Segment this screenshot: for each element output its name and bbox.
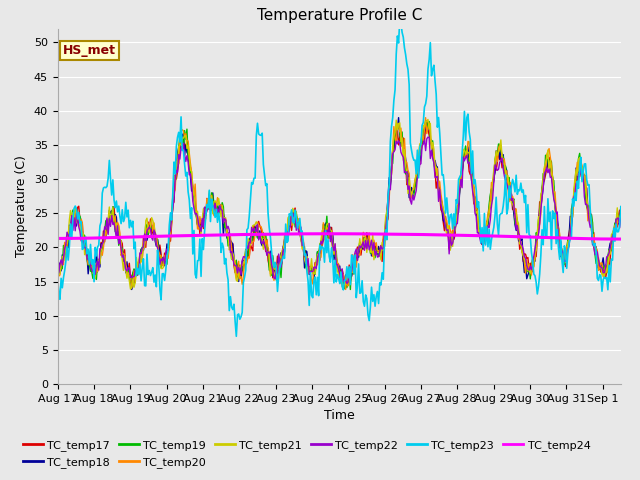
TC_temp24 bbox=[397, 231, 404, 237]
TC_temp19 bbox=[346, 287, 354, 292]
Legend: TC_temp17, TC_temp18, TC_temp19, TC_temp20, TC_temp21, TC_temp22, TC_temp23, TC_: TC_temp17, TC_temp18, TC_temp19, TC_temp… bbox=[18, 436, 595, 472]
TC_temp18 bbox=[230, 255, 238, 261]
TC_temp20 bbox=[470, 181, 477, 187]
TC_temp18 bbox=[292, 215, 300, 220]
TC_temp19 bbox=[617, 214, 625, 219]
TC_temp21 bbox=[568, 212, 575, 217]
TC_temp18 bbox=[398, 135, 406, 141]
TC_temp18 bbox=[54, 260, 61, 265]
TC_temp20 bbox=[54, 273, 61, 278]
TC_temp19 bbox=[291, 224, 299, 230]
TC_temp20 bbox=[397, 125, 404, 131]
Line: TC_temp19: TC_temp19 bbox=[58, 121, 621, 289]
TC_temp18 bbox=[568, 224, 575, 229]
TC_temp24 bbox=[229, 232, 237, 238]
TC_temp22 bbox=[568, 219, 575, 225]
TC_temp18 bbox=[128, 287, 136, 292]
Line: TC_temp24: TC_temp24 bbox=[58, 234, 621, 239]
Y-axis label: Temperature (C): Temperature (C) bbox=[15, 156, 28, 257]
TC_temp19 bbox=[370, 245, 378, 251]
TC_temp23 bbox=[232, 334, 240, 339]
Title: Temperature Profile C: Temperature Profile C bbox=[257, 9, 422, 24]
TC_temp20 bbox=[568, 215, 575, 220]
TC_temp17 bbox=[617, 216, 625, 222]
TC_temp24 bbox=[291, 231, 299, 237]
TC_temp19 bbox=[229, 252, 237, 257]
TC_temp23 bbox=[396, 17, 404, 23]
TC_temp23 bbox=[370, 292, 378, 298]
Line: TC_temp20: TC_temp20 bbox=[58, 118, 621, 289]
TC_temp20 bbox=[342, 287, 349, 292]
TC_temp22 bbox=[370, 240, 378, 246]
TC_temp21 bbox=[230, 254, 238, 260]
TC_temp21 bbox=[370, 257, 378, 263]
TC_temp20 bbox=[229, 257, 237, 263]
TC_temp17 bbox=[343, 283, 351, 288]
TC_temp21 bbox=[424, 117, 432, 122]
TC_temp20 bbox=[422, 115, 429, 120]
TC_temp23 bbox=[229, 307, 237, 312]
TC_temp21 bbox=[397, 139, 404, 144]
TC_temp22 bbox=[54, 255, 61, 261]
Line: TC_temp18: TC_temp18 bbox=[58, 118, 621, 289]
TC_temp23 bbox=[470, 181, 477, 187]
TC_temp19 bbox=[568, 206, 575, 212]
TC_temp22 bbox=[470, 194, 477, 200]
TC_temp19 bbox=[422, 118, 429, 124]
TC_temp21 bbox=[470, 196, 477, 202]
TC_temp20 bbox=[291, 215, 299, 220]
TC_temp23 bbox=[617, 204, 625, 209]
TC_temp21 bbox=[617, 213, 625, 219]
X-axis label: Time: Time bbox=[324, 409, 355, 422]
TC_temp22 bbox=[229, 255, 237, 261]
TC_temp18 bbox=[470, 184, 477, 190]
TC_temp24 bbox=[614, 236, 622, 242]
TC_temp19 bbox=[470, 191, 477, 196]
TC_temp17 bbox=[291, 205, 299, 211]
TC_temp23 bbox=[292, 215, 300, 220]
Text: HS_met: HS_met bbox=[63, 44, 116, 57]
TC_temp20 bbox=[370, 237, 378, 243]
TC_temp24 bbox=[469, 233, 477, 239]
TC_temp22 bbox=[343, 281, 351, 287]
Line: TC_temp21: TC_temp21 bbox=[58, 120, 621, 289]
TC_temp22 bbox=[424, 134, 432, 140]
TC_temp17 bbox=[470, 201, 477, 207]
TC_temp23 bbox=[568, 235, 575, 241]
TC_temp21 bbox=[54, 271, 61, 276]
TC_temp22 bbox=[291, 210, 299, 216]
TC_temp17 bbox=[423, 118, 431, 124]
TC_temp17 bbox=[54, 253, 61, 259]
TC_temp23 bbox=[398, 29, 406, 35]
Line: TC_temp22: TC_temp22 bbox=[58, 137, 621, 284]
TC_temp18 bbox=[370, 248, 378, 253]
TC_temp21 bbox=[127, 286, 134, 292]
TC_temp19 bbox=[397, 144, 404, 149]
Line: TC_temp23: TC_temp23 bbox=[58, 20, 621, 336]
TC_temp24 bbox=[328, 231, 335, 237]
TC_temp22 bbox=[397, 149, 404, 155]
TC_temp23 bbox=[54, 276, 61, 282]
TC_temp17 bbox=[370, 244, 378, 250]
TC_temp20 bbox=[617, 213, 625, 219]
TC_temp17 bbox=[229, 240, 237, 246]
TC_temp17 bbox=[397, 140, 404, 145]
TC_temp18 bbox=[617, 209, 625, 215]
TC_temp17 bbox=[568, 217, 575, 223]
TC_temp24 bbox=[617, 236, 625, 242]
TC_temp24 bbox=[566, 235, 574, 241]
TC_temp24 bbox=[54, 236, 61, 241]
TC_temp24 bbox=[370, 231, 378, 237]
TC_temp21 bbox=[292, 210, 300, 216]
TC_temp19 bbox=[54, 276, 61, 282]
Line: TC_temp17: TC_temp17 bbox=[58, 121, 621, 286]
TC_temp18 bbox=[395, 115, 403, 120]
TC_temp22 bbox=[617, 212, 625, 218]
